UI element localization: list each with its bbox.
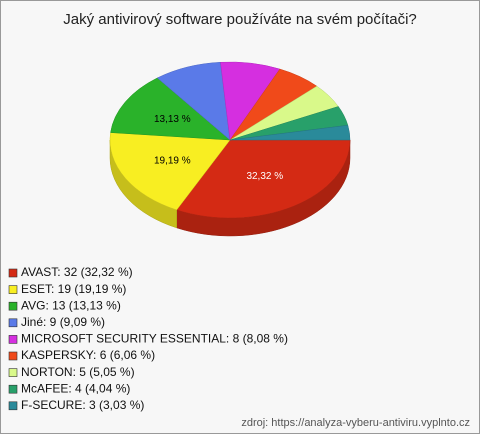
legend-label: F-SECURE: 3 (3,03 %) <box>21 398 144 412</box>
source: zdroj: https://analyza-vyberu-antiviru.v… <box>241 417 470 429</box>
legend-label: McAFEE: 4 (4,04 %) <box>21 381 130 395</box>
slice-label: 32,32 % <box>246 171 283 182</box>
legend-label: NORTON: 5 (5,05 %) <box>21 365 135 379</box>
legend-swatch <box>8 318 18 328</box>
slice-label: 19,19 % <box>154 155 191 166</box>
legend-swatch <box>8 285 18 294</box>
legend-label: AVAST: 32 (32,32 %) <box>21 265 133 279</box>
legend-swatch <box>8 384 18 394</box>
slice <box>109 132 231 211</box>
chart-title: Jaký antivirový software používáte na sv… <box>63 11 417 28</box>
legend-label: MICROSOFT SECURITY ESSENTIAL: 8 (8,08 %) <box>21 332 288 346</box>
legend-label: Jiné: 9 (9,09 %) <box>21 315 105 329</box>
slice-label: 13,13 % <box>154 114 191 125</box>
legend-swatch <box>8 401 18 411</box>
legend-swatch <box>8 351 18 361</box>
legend-label: KASPERSKY: 6 (6,06 %) <box>21 348 155 362</box>
slice <box>110 77 231 141</box>
legend-swatch <box>8 268 18 278</box>
legend-swatch <box>8 368 18 377</box>
legend-label: AVG: 13 (13,13 %) <box>21 298 121 312</box>
legend-label: ESET: 19 (19,19 %) <box>21 282 126 296</box>
legend-swatch <box>8 335 18 344</box>
legend-swatch <box>8 301 18 311</box>
slice <box>176 139 351 219</box>
slice <box>229 124 351 141</box>
